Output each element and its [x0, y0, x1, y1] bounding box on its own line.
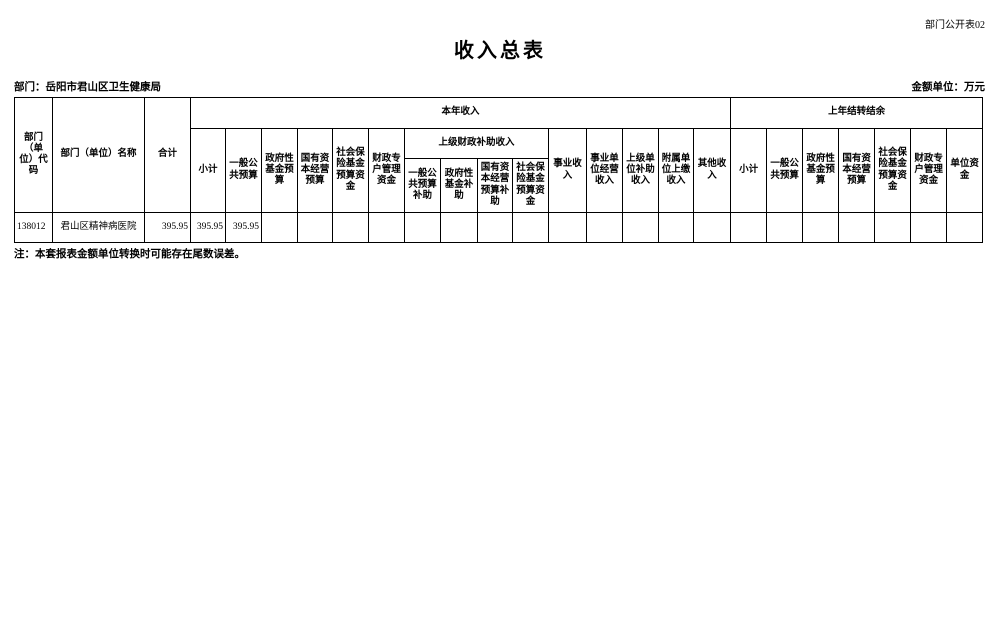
cell-co-fiscal-special-account [910, 212, 948, 243]
col-header-cy-govt-fund-budget: 政府性基金预算 [261, 128, 298, 213]
col-header-cy-operating-income: 事业收入 [548, 128, 587, 213]
col-header-cy-affiliated-unit-remit: 附属单位上缴收入 [658, 128, 694, 213]
income-summary-table: 部门（单位）代码 部门（单位）名称 合计 本年收入 上年结转结余 小计 一般公共… [14, 97, 984, 243]
cell-cy-social-insurance-fund [332, 212, 369, 243]
col-header-cy-other-income: 其他收入 [692, 128, 732, 213]
cell-cy-other-income [692, 212, 732, 243]
col-header-co-subtotal: 小计 [730, 128, 768, 213]
unit-label: 金额单位：万元 [911, 82, 986, 93]
cell-cy-subtotal: 395.95 [190, 212, 226, 243]
col-header-subsidy-state-capital: 国有资本经营预算补助 [477, 158, 513, 213]
cell-co-unit-funds [946, 212, 984, 243]
table-header: 部门（单位）代码 部门（单位）名称 合计 本年收入 上年结转结余 小计 一般公共… [14, 97, 984, 213]
cell-co-state-capital-budget [838, 212, 876, 243]
col-header-cy-superior-unit-subsidy: 上级单位补助收入 [622, 128, 659, 213]
cell-cy-affiliated-unit-remit [658, 212, 694, 243]
header-row-2: 小计 一般公共预算 政府性基金预算 国有资本经营预算 社会保险基金预算资金 财政… [15, 128, 984, 213]
meta-row: 部门：岳阳市君山区卫生健康局 金额单位：万元 [14, 79, 985, 94]
cell-cy-govt-fund-budget [261, 212, 298, 243]
group-header-carryover: 上年结转结余 [730, 97, 984, 129]
cell-co-govt-fund-budget [802, 212, 840, 243]
col-header-cy-fiscal-special-account: 财政专户管理资金 [368, 128, 405, 213]
cell-cy-fiscal-special-account [368, 212, 405, 243]
col-header-subsidy-govt-fund: 政府性基金补助 [440, 158, 478, 213]
col-header-co-unit-funds: 单位资金 [946, 128, 984, 213]
col-header-cy-general-public-budget: 一般公共预算 [225, 128, 262, 213]
col-header-co-state-capital-budget: 国有资本经营预算 [838, 128, 876, 213]
cell-subsidy-general-public [404, 212, 441, 243]
cell-total: 395.95 [144, 212, 191, 243]
col-header-code: 部门（单位）代码 [14, 97, 53, 213]
col-header-cy-subtotal: 小计 [190, 128, 226, 213]
col-header-cy-social-insurance-fund: 社会保险基金预算资金 [332, 128, 369, 213]
cell-cy-state-capital-budget [297, 212, 333, 243]
table-body: 138012 君山区精神病医院 395.95 395.95 395.95 [14, 212, 984, 243]
footnote: 注：本套报表金额单位转换时可能存在尾数误差。 [14, 249, 245, 260]
cell-co-subtotal [730, 212, 768, 243]
col-header-total: 合计 [144, 97, 191, 213]
col-header-co-fiscal-special-account: 财政专户管理资金 [910, 128, 948, 213]
cell-subsidy-govt-fund [440, 212, 478, 243]
corner-label: 部门公开表02 [925, 20, 985, 31]
cell-cy-general-public-budget: 395.95 [225, 212, 262, 243]
col-header-name: 部门（单位）名称 [52, 97, 145, 213]
table-row: 138012 君山区精神病医院 395.95 395.95 395.95 [14, 212, 984, 243]
cell-cy-business-operating-income [586, 212, 623, 243]
col-header-cy-business-operating-income: 事业单位经营收入 [586, 128, 623, 213]
cell-unit-code: 138012 [14, 212, 53, 243]
cell-cy-operating-income [548, 212, 587, 243]
page-title: 收入总表 [454, 40, 546, 62]
cell-unit-name: 君山区精神病医院 [52, 212, 145, 243]
department-label: 部门：岳阳市君山区卫生健康局 [14, 82, 161, 93]
group-header-superior-subsidy: 上级财政补助收入 [404, 128, 549, 159]
group-header-current-year-income: 本年收入 [189, 97, 732, 129]
cell-co-social-insurance-fund [874, 212, 912, 243]
col-header-co-govt-fund-budget: 政府性基金预算 [802, 128, 840, 213]
col-header-co-general-public-budget: 一般公共预算 [766, 128, 804, 213]
col-header-subsidy-social-insurance: 社会保险基金预算资金 [512, 158, 549, 213]
col-header-subsidy-general-public: 一般公共预算补助 [404, 158, 441, 213]
cell-co-general-public-budget [766, 212, 804, 243]
header-row-3: 一般公共预算补助 政府性基金补助 国有资本经营预算补助 社会保险基金预算资金 [15, 158, 983, 213]
cell-subsidy-state-capital [477, 212, 513, 243]
col-header-co-social-insurance-fund: 社会保险基金预算资金 [874, 128, 912, 213]
cell-subsidy-social-insurance [512, 212, 549, 243]
cell-cy-superior-unit-subsidy [622, 212, 659, 243]
col-header-cy-state-capital-budget: 国有资本经营预算 [297, 128, 333, 213]
header-row-1: 部门（单位）代码 部门（单位）名称 合计 本年收入 上年结转结余 [14, 97, 984, 213]
